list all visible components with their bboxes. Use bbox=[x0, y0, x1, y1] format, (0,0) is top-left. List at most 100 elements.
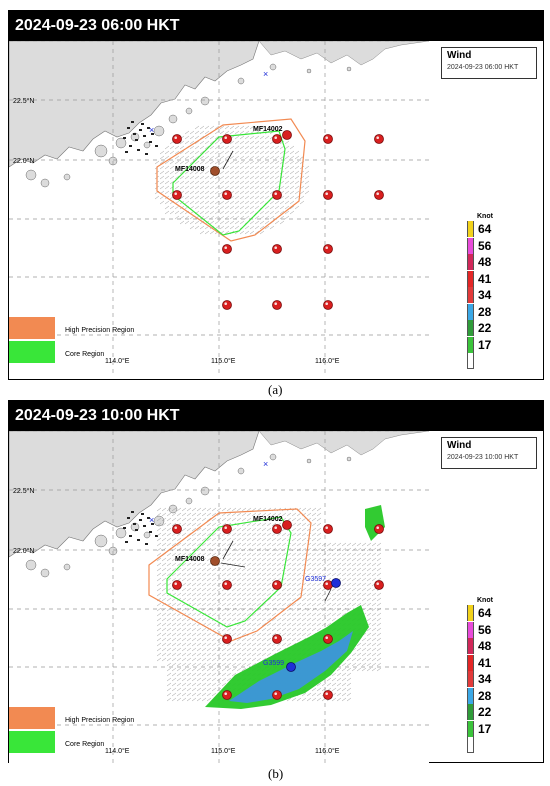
coast-fragment bbox=[129, 535, 132, 537]
wind-barb bbox=[176, 562, 182, 567]
wind-barb bbox=[286, 642, 292, 647]
wind-barb bbox=[269, 190, 275, 195]
wind-barb bbox=[224, 205, 230, 210]
wind-barb bbox=[311, 697, 317, 702]
wind-barb bbox=[159, 155, 165, 160]
wind-barb bbox=[206, 522, 212, 527]
wind-barb bbox=[221, 682, 227, 687]
wind-barb bbox=[181, 532, 187, 537]
wind-barb bbox=[169, 205, 175, 210]
wind-barb bbox=[196, 572, 202, 577]
wind-barb bbox=[224, 180, 230, 185]
wind-barb bbox=[256, 637, 262, 642]
wind-barb bbox=[241, 527, 247, 532]
wind-barb bbox=[361, 567, 367, 572]
wind-barb bbox=[276, 572, 282, 577]
wind-barb bbox=[371, 552, 377, 557]
island bbox=[63, 173, 71, 181]
wind-barb bbox=[264, 175, 270, 180]
wind-barb bbox=[219, 200, 225, 205]
scale-level: 64 bbox=[467, 221, 527, 237]
wind-barb bbox=[306, 562, 312, 567]
wind-barb bbox=[166, 657, 172, 662]
wind-barb bbox=[239, 155, 245, 160]
wind-barb bbox=[239, 165, 245, 170]
wind-barb bbox=[249, 200, 255, 205]
wind-barb bbox=[274, 210, 280, 215]
wind-barb bbox=[166, 532, 172, 537]
wind-barb bbox=[176, 622, 182, 627]
wind-barb bbox=[371, 667, 377, 672]
wind-barb bbox=[204, 140, 210, 145]
wind-barb bbox=[156, 632, 162, 637]
wind-barb bbox=[356, 552, 362, 557]
wind-barb bbox=[246, 652, 252, 657]
wind-barb bbox=[236, 557, 242, 562]
wind-barb bbox=[246, 572, 252, 577]
wind-barb bbox=[291, 602, 297, 607]
wind-barb bbox=[351, 662, 357, 667]
wind-barb bbox=[221, 647, 227, 652]
wind-barb bbox=[161, 542, 167, 547]
wind-barb bbox=[321, 542, 327, 547]
wind-barb bbox=[216, 627, 222, 632]
wind-barb bbox=[231, 592, 237, 597]
station-highlight bbox=[274, 302, 278, 306]
scale-value-label: 56 bbox=[478, 622, 492, 637]
wind-barb bbox=[196, 567, 202, 572]
wind-barb bbox=[311, 602, 317, 607]
wind-barb bbox=[231, 547, 237, 552]
wind-barb bbox=[201, 572, 207, 577]
wind-barb bbox=[281, 542, 287, 547]
wind-barb bbox=[264, 215, 270, 220]
wind-barb bbox=[264, 180, 270, 185]
scale-swatch bbox=[467, 237, 474, 254]
wind-barb bbox=[234, 205, 240, 210]
wind-barb bbox=[281, 587, 287, 592]
wind-barb bbox=[191, 682, 197, 687]
wind-barb bbox=[246, 592, 252, 597]
wind-barb bbox=[196, 667, 202, 672]
wind-barb bbox=[224, 185, 230, 190]
wind-barb bbox=[346, 682, 352, 687]
wind-barb bbox=[361, 647, 367, 652]
wind-barb bbox=[316, 527, 322, 532]
wind-barb bbox=[254, 185, 260, 190]
wind-barb bbox=[276, 537, 282, 542]
wind-barb bbox=[321, 552, 327, 557]
buoy-marker bbox=[282, 130, 292, 140]
wind-barb bbox=[211, 692, 217, 697]
wind-barb bbox=[174, 170, 180, 175]
wind-barb bbox=[286, 637, 292, 642]
wind-barb bbox=[211, 547, 217, 552]
wind-barb bbox=[276, 532, 282, 537]
wind-barb bbox=[361, 637, 367, 642]
wind-barb bbox=[316, 617, 322, 622]
wind-barb bbox=[291, 547, 297, 552]
wind-barb bbox=[184, 140, 190, 145]
wind-barb bbox=[226, 532, 232, 537]
wind-barb bbox=[244, 200, 250, 205]
wind-barb bbox=[206, 542, 212, 547]
wind-barb bbox=[266, 617, 272, 622]
wind-barb bbox=[286, 587, 292, 592]
wind-barb bbox=[239, 145, 245, 150]
wind-barb bbox=[156, 512, 162, 517]
wind-barb bbox=[216, 642, 222, 647]
scale-value-label: 48 bbox=[478, 255, 492, 269]
wind-barb bbox=[351, 567, 357, 572]
wind-barb bbox=[251, 567, 257, 572]
scale-swatch bbox=[467, 303, 474, 320]
wind-barb bbox=[241, 587, 247, 592]
wind-barb bbox=[191, 647, 197, 652]
wind-barb bbox=[304, 170, 310, 175]
scale-level: 28 bbox=[467, 687, 527, 704]
coast-fragment bbox=[139, 519, 142, 521]
wind-barb bbox=[326, 542, 332, 547]
coast-fragment bbox=[137, 539, 140, 541]
wind-barb bbox=[346, 582, 352, 587]
wind-barb bbox=[366, 652, 372, 657]
wind-barb bbox=[301, 517, 307, 522]
wind-barb bbox=[226, 617, 232, 622]
wind-barb bbox=[211, 592, 217, 597]
